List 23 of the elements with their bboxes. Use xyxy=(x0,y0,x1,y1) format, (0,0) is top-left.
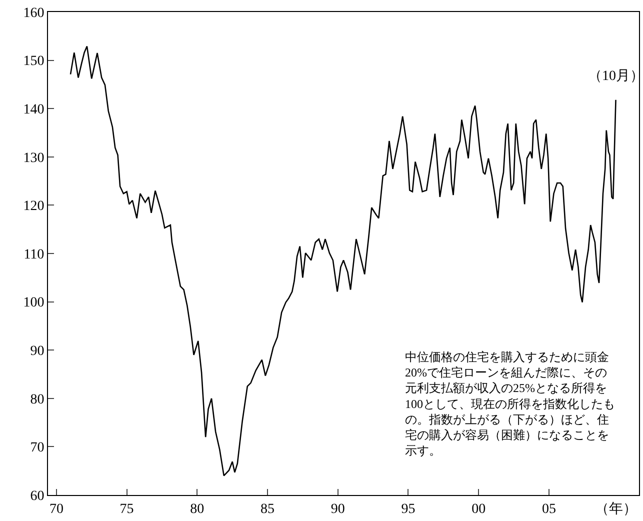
x-tick-label: 00 xyxy=(472,502,486,517)
y-tick-label: 60 xyxy=(30,488,44,504)
x-axis-title: （年） xyxy=(595,501,637,517)
line-series xyxy=(70,46,616,476)
x-tick-label: 70 xyxy=(49,502,64,517)
y-tick-label: 100 xyxy=(23,296,44,311)
y-tick-label: 70 xyxy=(30,440,44,456)
y-tick-label: 120 xyxy=(23,199,44,214)
y-tick-label: 110 xyxy=(24,247,44,262)
x-tick-label: 80 xyxy=(190,502,204,517)
y-tick-label: 90 xyxy=(30,344,44,359)
y-tick-label: 160 xyxy=(23,6,44,21)
x-tick-label: 05 xyxy=(542,502,556,517)
x-tick-label: 85 xyxy=(260,502,275,517)
x-tick-label: 75 xyxy=(120,502,134,517)
y-tick-label: 150 xyxy=(23,54,44,70)
y-tick-label: 140 xyxy=(23,102,44,118)
annotation: （10月） xyxy=(588,69,643,84)
y-tick-label: 80 xyxy=(30,392,44,408)
x-tick-label: 95 xyxy=(401,502,416,517)
annotation: 中位価格の住宅を購入するために頭金20%で住宅ローンを組んだ際に、その元利支払額が収入の25%となる所得を100として、現在の所得を指数化したもの。指数が上がる（下がる）ほど、住宅の購入が容易（困難）になることを示す。 xyxy=(405,350,615,458)
y-tick-label: 130 xyxy=(23,150,44,166)
x-tick-label: 90 xyxy=(330,502,345,517)
